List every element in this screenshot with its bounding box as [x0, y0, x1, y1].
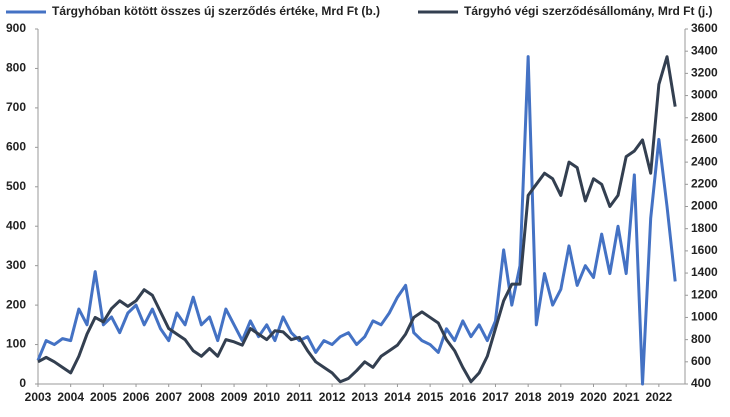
- x-tick-label: 2018: [515, 390, 542, 404]
- y2-tick-label: 2400: [691, 154, 718, 168]
- y2-tick-label: 2800: [691, 110, 718, 124]
- x-tick-label: 2007: [155, 390, 182, 404]
- x-tick-label: 2015: [417, 390, 444, 404]
- x-tick-label: 2006: [123, 390, 150, 404]
- y2-tick-label: 800: [691, 332, 711, 346]
- x-tick-label: 2017: [482, 390, 509, 404]
- series-line: [37, 55, 677, 384]
- x-tick-label: 2021: [613, 390, 640, 404]
- x-tick-label: 2005: [90, 390, 117, 404]
- x-tick-label: 2020: [580, 390, 607, 404]
- y2-tick-label: 2000: [691, 199, 718, 213]
- y-tick-label: 500: [6, 179, 26, 193]
- y-tick-label: 800: [6, 61, 26, 75]
- y2-tick-label: 1200: [691, 287, 718, 301]
- x-tick-label: 2009: [221, 390, 248, 404]
- series-line: [36, 55, 677, 386]
- y2-tick-label: 1600: [691, 243, 718, 257]
- x-tick-label: 2014: [384, 390, 411, 404]
- y-tick-label: 200: [6, 297, 26, 311]
- y2-tick-label: 2200: [691, 176, 718, 190]
- x-tick-label: 2003: [25, 390, 52, 404]
- y2-tick-label: 2600: [691, 132, 718, 146]
- y-tick-label: 900: [6, 21, 26, 35]
- y-tick-label: 100: [6, 337, 26, 351]
- y2-tick-label: 3000: [691, 88, 718, 102]
- x-tick-label: 2013: [351, 390, 378, 404]
- x-tick-label: 2008: [188, 390, 215, 404]
- x-tick-label: 2010: [253, 390, 280, 404]
- legend-label: Tárgyhó végi szerződésállomány, Mrd Ft (…: [464, 4, 713, 18]
- y-tick-label: 600: [6, 140, 26, 154]
- y2-tick-label: 1400: [691, 265, 718, 279]
- y-tick-label: 300: [6, 258, 26, 272]
- y2-tick-label: 3600: [691, 21, 718, 35]
- x-tick-label: 2011: [286, 390, 312, 404]
- legend-label: Tárgyhóban kötött összes új szerződés ér…: [52, 4, 380, 18]
- y-tick-label: 400: [6, 218, 26, 232]
- y2-tick-label: 400: [691, 376, 711, 390]
- y-tick-label: 700: [6, 100, 26, 114]
- y2-tick-label: 600: [691, 354, 711, 368]
- x-tick-label: 2004: [57, 390, 84, 404]
- x-tick-label: 2022: [646, 390, 673, 404]
- x-tick-label: 2019: [547, 390, 574, 404]
- x-tick-label: 2016: [449, 390, 476, 404]
- y-tick-label: 0: [19, 376, 26, 390]
- y2-tick-label: 3400: [691, 43, 718, 57]
- y2-tick-label: 3200: [691, 66, 718, 80]
- y2-tick-label: 1000: [691, 310, 718, 324]
- y2-tick-label: 1800: [691, 221, 718, 235]
- x-tick-label: 2012: [319, 390, 346, 404]
